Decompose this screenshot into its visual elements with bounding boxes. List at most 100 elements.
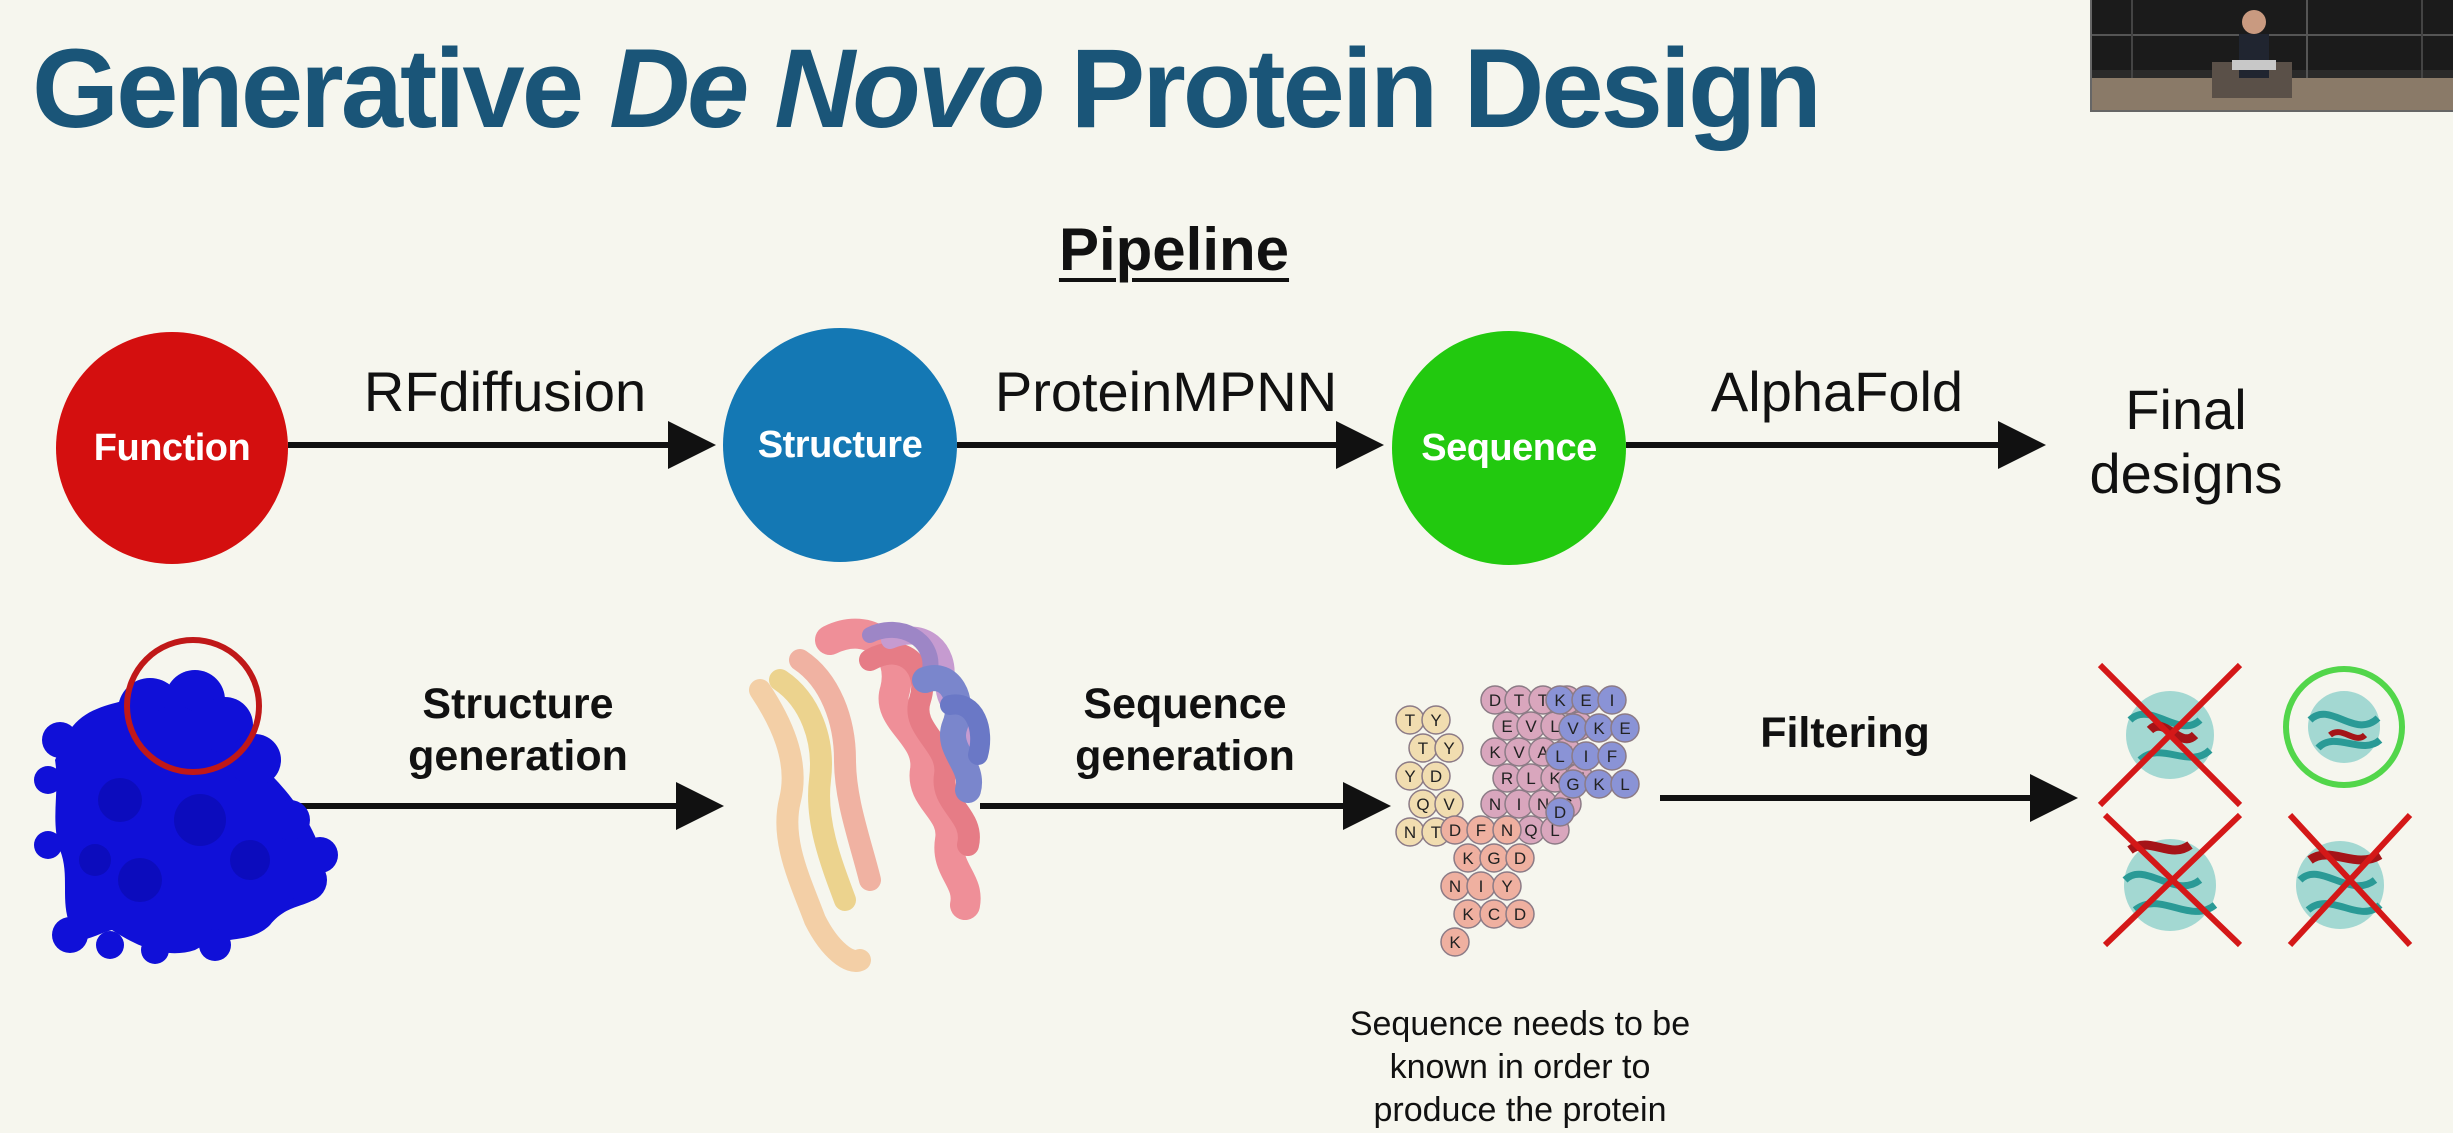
binding-site-circle bbox=[124, 637, 262, 775]
residue-letter: L bbox=[1550, 717, 1559, 736]
residue-letter: Q bbox=[1524, 821, 1537, 840]
final-designs-label: Final designs bbox=[2036, 378, 2336, 507]
structure-gen-line2: generation bbox=[408, 732, 628, 781]
residue-letter: T bbox=[1405, 711, 1415, 730]
residue-letter: T bbox=[1538, 691, 1548, 710]
residue-letter: D bbox=[1554, 803, 1566, 822]
residue-letter: K bbox=[1554, 691, 1566, 710]
residue-bead bbox=[1440, 927, 1470, 957]
note-line1: Sequence needs to be bbox=[1349, 1005, 1691, 1043]
structure-label: Structure bbox=[757, 423, 923, 466]
residue-bead bbox=[1610, 769, 1640, 799]
presenter-webcam bbox=[2090, 0, 2453, 112]
residue-bead bbox=[1492, 871, 1522, 901]
residue-letter: K bbox=[1489, 743, 1501, 762]
tool-proteinmpnn: ProteinMPNN bbox=[994, 360, 1338, 423]
residue-letter: D bbox=[1514, 849, 1526, 868]
residue-letter: N bbox=[1449, 877, 1461, 896]
residue-letter: V bbox=[1443, 795, 1455, 814]
accepted-design bbox=[2283, 666, 2405, 788]
residue-letter: E bbox=[1619, 719, 1630, 738]
residue-bead bbox=[1597, 685, 1627, 715]
residue-letter: L bbox=[1620, 775, 1629, 794]
residue-letter: L bbox=[1526, 769, 1535, 788]
residue-letter: V bbox=[1525, 717, 1537, 736]
note-line2: known in order to bbox=[1389, 1048, 1651, 1087]
residue-letter: C bbox=[1488, 905, 1500, 924]
residue-letter: I bbox=[1584, 747, 1589, 766]
residue-letter: E bbox=[1580, 691, 1591, 710]
residue-letter: E bbox=[1501, 717, 1512, 736]
residue-bead bbox=[1421, 705, 1451, 735]
residue-letter: D bbox=[1489, 691, 1501, 710]
residue-letter: I bbox=[1610, 691, 1615, 710]
rejected-design-1 bbox=[2097, 662, 2243, 808]
sequence-note: Sequence needs to be known in order to p… bbox=[1290, 1003, 1750, 1133]
residue-bead bbox=[1597, 741, 1627, 771]
residue-letter: N bbox=[1404, 823, 1416, 842]
residue-letter: G bbox=[1487, 849, 1500, 868]
structure-ribbon-cartoon bbox=[749, 618, 991, 972]
residue-letter: L bbox=[1550, 821, 1559, 840]
residue-letter: D bbox=[1449, 821, 1461, 840]
residue-letter: D bbox=[1430, 767, 1442, 786]
title-emphasis: De Novo bbox=[609, 26, 1045, 151]
note-line3: produce the protein bbox=[1373, 1091, 1667, 1130]
structure-node: Structure bbox=[723, 328, 957, 562]
residue-letter: T bbox=[1418, 739, 1428, 758]
residue-letter: T bbox=[1431, 823, 1441, 842]
function-label: Function bbox=[93, 426, 251, 469]
sequence-node: Sequence bbox=[1392, 331, 1626, 565]
residue-bead bbox=[1505, 899, 1535, 929]
residue-letter: Y bbox=[1501, 877, 1512, 896]
function-node: Function bbox=[56, 332, 288, 564]
residue-letter: D bbox=[1514, 905, 1526, 924]
sequence-residue-cartoon: DTTAEVLIKVAERLKENINSTQLTYTYYDQVNTDFNKGDN… bbox=[1395, 685, 1640, 957]
residue-letter: F bbox=[1476, 821, 1486, 840]
residue-letter: Q bbox=[1416, 795, 1429, 814]
residue-letter: K bbox=[1593, 719, 1605, 738]
residue-letter: V bbox=[1567, 719, 1579, 738]
sequence-gen-line2: generation bbox=[1075, 732, 1295, 781]
sequence-label: Sequence bbox=[1421, 426, 1597, 469]
residue-letter: R bbox=[1501, 769, 1513, 788]
residue-letter: I bbox=[1517, 795, 1522, 814]
residue-bead bbox=[1610, 713, 1640, 743]
residue-letter: G bbox=[1566, 775, 1579, 794]
rejected-design-3 bbox=[2287, 812, 2413, 948]
title-post: Protein Design bbox=[1042, 26, 1822, 151]
residue-letter: L bbox=[1555, 747, 1564, 766]
sequence-generation-label: Sequence generation bbox=[1025, 678, 1345, 783]
rejected-design-2 bbox=[2102, 812, 2243, 948]
pipeline-heading: Pipeline bbox=[1058, 216, 1290, 283]
residue-letter: K bbox=[1462, 849, 1474, 868]
tool-alphafold: AlphaFold bbox=[1710, 360, 1964, 423]
structure-generation-label: Structure generation bbox=[358, 678, 678, 783]
residue-letter: K bbox=[1593, 775, 1605, 794]
residue-bead bbox=[1505, 843, 1535, 873]
residue-letter: N bbox=[1489, 795, 1501, 814]
residue-letter: Y bbox=[1404, 767, 1415, 786]
tool-rfdiffusion: RFdiffusion bbox=[363, 360, 647, 423]
residue-letter: F bbox=[1607, 747, 1617, 766]
residue-letter: I bbox=[1479, 877, 1484, 896]
sequence-gen-line1: Sequence bbox=[1083, 680, 1287, 728]
slide-title: Generative De Novo Protein Design bbox=[32, 22, 1822, 156]
residue-letter: Y bbox=[1443, 739, 1454, 758]
structure-gen-line1: Structure bbox=[422, 680, 614, 728]
residue-bead bbox=[1421, 761, 1451, 791]
residue-bead bbox=[1545, 797, 1575, 827]
residue-letter: K bbox=[1462, 905, 1474, 924]
residue-letter: T bbox=[1514, 691, 1524, 710]
residue-bead bbox=[1434, 733, 1464, 763]
residue-letter: N bbox=[1501, 821, 1513, 840]
residue-letter: K bbox=[1449, 933, 1461, 952]
final-line2: designs bbox=[2089, 442, 2283, 506]
residue-bead bbox=[1492, 815, 1522, 845]
filtering-label: Filtering bbox=[1760, 709, 1930, 757]
residue-letter: V bbox=[1513, 743, 1525, 762]
residue-letter: Y bbox=[1430, 711, 1441, 730]
final-line1: Final bbox=[2125, 378, 2247, 441]
title-pre: Generative bbox=[32, 26, 610, 151]
